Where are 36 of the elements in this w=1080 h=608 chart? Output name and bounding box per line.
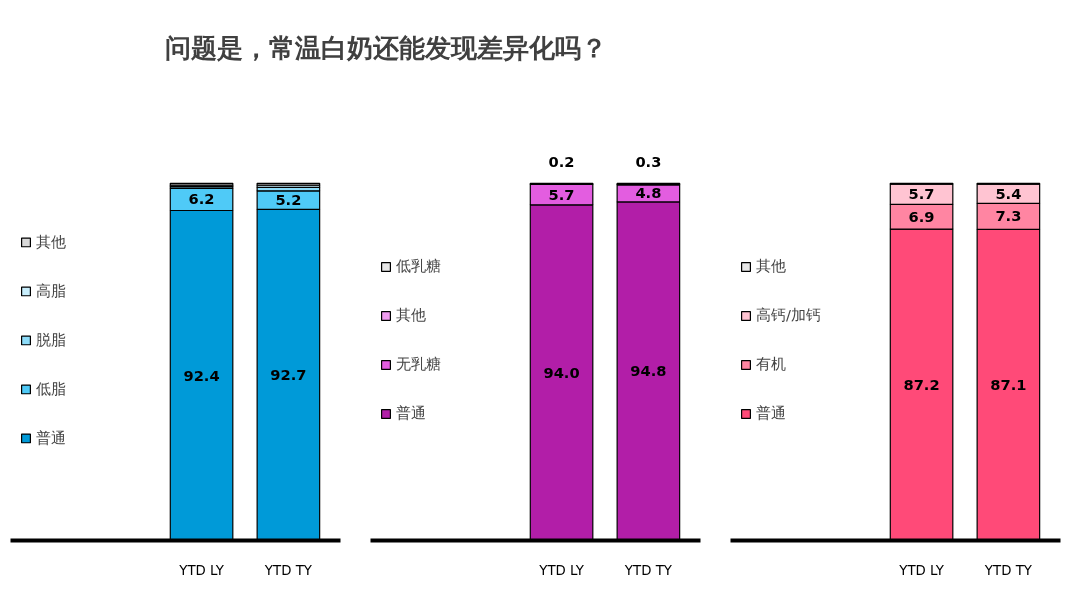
legend-label: 低乳糖: [396, 257, 441, 276]
data-label: 5.4: [995, 184, 1022, 202]
data-label: 5.7: [908, 185, 935, 203]
data-label: 92.4: [183, 366, 220, 384]
legend-label: 高脂: [36, 281, 66, 301]
legend-label: 有机: [756, 355, 786, 374]
legend-label: 其他: [396, 306, 426, 325]
x-tick-label: YTD TY: [983, 562, 1033, 578]
data-label: 92.7: [270, 365, 307, 383]
data-label: 7.3: [995, 207, 1022, 225]
data-label: 4.8: [635, 184, 662, 202]
x-tick-label: YTD TY: [263, 562, 313, 578]
legend-label: 低脂: [36, 379, 66, 399]
data-label: 6.9: [908, 207, 935, 225]
x-tick-label: YTD LY: [898, 562, 945, 578]
x-tick-label: YTD TY: [623, 562, 673, 578]
legend-label: 其他: [756, 257, 786, 276]
x-tick-label: YTD LY: [178, 562, 225, 578]
legend-label: 普通: [36, 428, 66, 448]
text: 问题是，常温白奶还能发现差异化吗？: [165, 32, 607, 65]
legend-label: 高钙/加钙: [756, 306, 821, 325]
data-label: 87.2: [903, 375, 940, 393]
data-label: 94.0: [543, 363, 580, 381]
data-label: 87.1: [990, 375, 1027, 393]
data-label: 6.2: [188, 190, 215, 208]
data-label: 5.7: [548, 185, 575, 203]
data-label: 0.2: [548, 152, 575, 170]
data-label: 5.2: [275, 191, 302, 209]
legend-label: 普通: [756, 404, 786, 423]
legend-label: 其他: [36, 232, 66, 252]
legend-label: 普通: [396, 404, 426, 423]
data-label: 0.3: [635, 152, 662, 170]
legend-label: 脱脂: [36, 330, 66, 350]
legend-label: 无乳糖: [396, 355, 441, 374]
x-tick-label: YTD LY: [538, 562, 585, 578]
data-label: 94.8: [630, 362, 667, 380]
